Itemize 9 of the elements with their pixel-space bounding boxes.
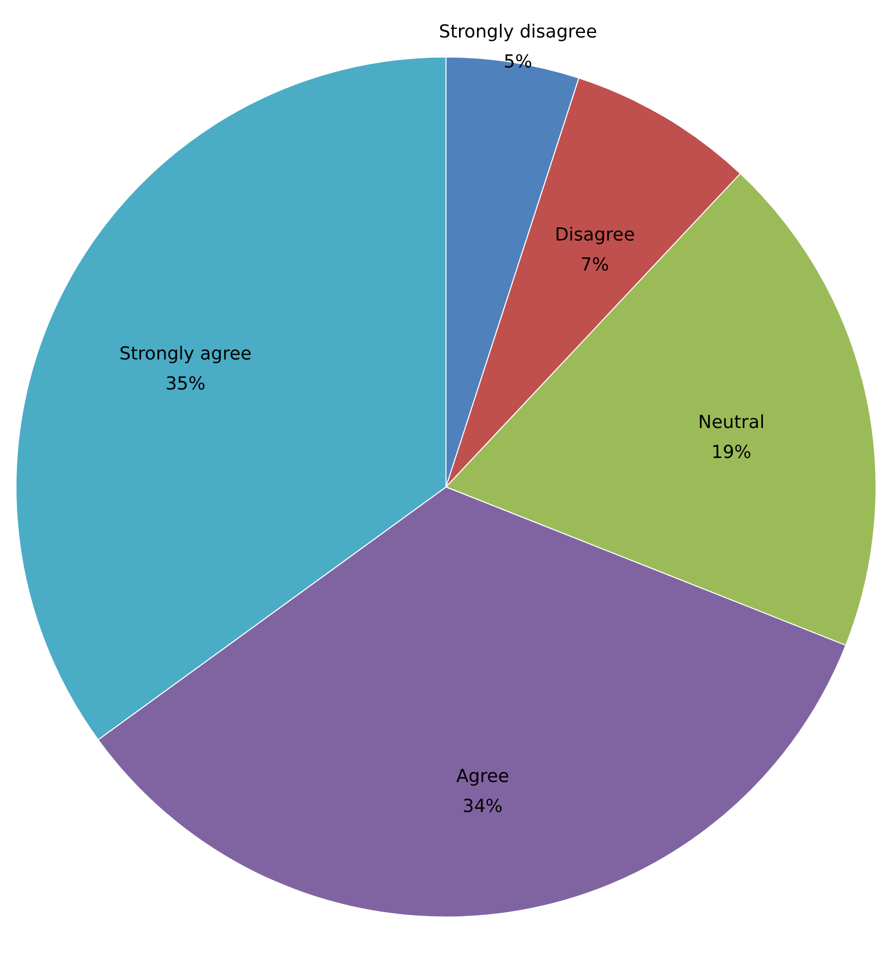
data-label: 35% xyxy=(165,373,206,394)
slice-label: Strongly disagree xyxy=(438,22,598,43)
data-label: 19% xyxy=(711,442,752,464)
slice-label: Agree xyxy=(456,766,510,788)
slice-label: Neutral xyxy=(698,412,765,434)
data-label: 34% xyxy=(462,796,503,818)
data-label: 7% xyxy=(580,254,610,276)
slice-label: Disagree xyxy=(554,224,635,246)
slice-label: Strongly agree xyxy=(119,343,252,364)
